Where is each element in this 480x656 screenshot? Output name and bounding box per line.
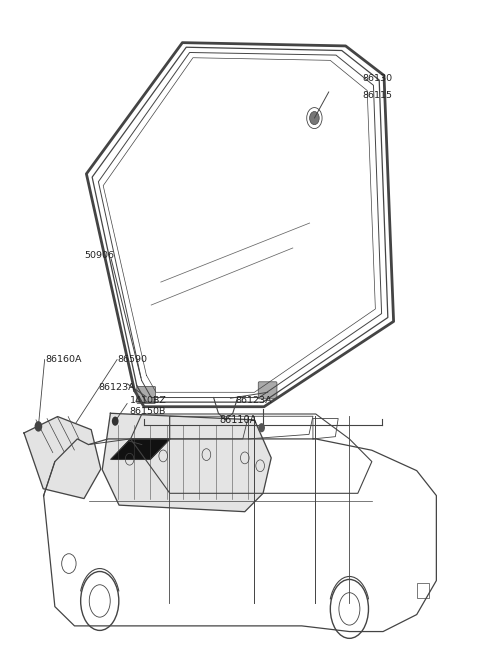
Polygon shape (111, 439, 170, 459)
Bar (417, 583, 429, 598)
Text: 86590: 86590 (118, 355, 148, 364)
Text: 1410BZ: 1410BZ (130, 396, 167, 405)
FancyBboxPatch shape (137, 386, 156, 403)
Polygon shape (24, 417, 101, 499)
Text: 86160A: 86160A (46, 355, 82, 364)
Text: 86115: 86115 (362, 91, 392, 100)
Polygon shape (102, 413, 271, 512)
Text: 86123A: 86123A (98, 382, 135, 392)
Circle shape (310, 112, 319, 125)
Text: 50906: 50906 (84, 251, 114, 260)
Circle shape (35, 421, 42, 432)
Text: 86150B: 86150B (130, 407, 166, 417)
FancyBboxPatch shape (258, 382, 277, 399)
Text: 86123A: 86123A (235, 396, 272, 405)
Circle shape (258, 423, 265, 432)
Circle shape (112, 417, 119, 426)
Text: 86110A: 86110A (219, 415, 256, 425)
Text: 86130: 86130 (362, 74, 393, 83)
